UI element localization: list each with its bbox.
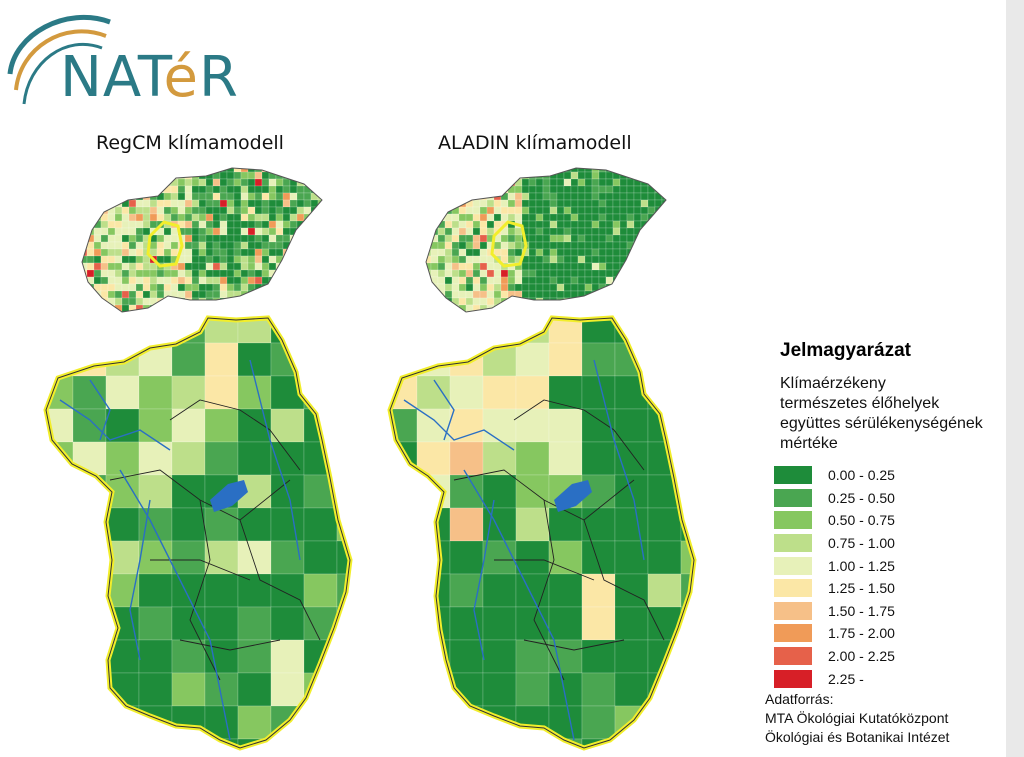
nater-logo: NATéR [6,4,266,108]
legend-swatch [774,534,812,553]
legend-row: 0.50 - 0.75 [774,509,1020,532]
legend-row: 0.00 - 0.25 [774,464,1020,487]
legend-label: 2.00 - 2.25 [828,648,895,665]
study-area-outline-right [490,220,528,268]
legend-swatch [774,579,812,598]
legend-subtitle: Klímaérzékeny természetes élőhelyek együ… [780,375,983,452]
legend-label: 0.75 - 1.00 [828,535,895,552]
legend-swatch [774,511,812,530]
logo-swoosh-icon [7,15,111,105]
legend-swatch [774,466,812,485]
legend-row: 2.00 - 2.25 [774,645,1020,668]
logo-wordmark: NATéR [60,45,239,110]
legend-swatch [774,647,812,666]
legend-label: 0.00 - 0.25 [828,467,895,484]
legend-label: 1.50 - 1.75 [828,602,895,619]
side-strip [1006,0,1024,757]
hungary-map-regcm [82,168,322,312]
hungary-map-aladin [426,168,666,312]
legend-row: 0.25 - 0.50 [774,487,1020,510]
right-map-title: ALADIN klímamodell [438,132,632,154]
legend-label: 0.50 - 0.75 [828,512,895,529]
maps-canvas [0,167,760,757]
legend-row: 1.50 - 1.75 [774,600,1020,623]
legend-swatch [774,624,812,643]
study-area-outline-left [146,220,184,268]
region-map-regcm [46,318,350,748]
legend-row: 1.00 - 1.25 [774,554,1020,577]
legend-label: 2.25 - [828,670,864,687]
legend-classes: 0.00 - 0.25 0.25 - 0.50 0.50 - 0.75 0.75 - … [774,464,1020,690]
legend: Jelmagyarázat Klímaérzékeny természetes … [770,340,1020,690]
legend-row: 0.75 - 1.00 [774,532,1020,555]
legend-swatch [774,488,812,507]
legend-row: 1.25 - 1.50 [774,577,1020,600]
left-map-title: RegCM klímamodell [96,132,284,154]
legend-row: 1.75 - 2.00 [774,622,1020,645]
legend-label: 1.25 - 1.50 [828,580,895,597]
data-source: Adatforrás: MTA Ökológiai Kutatóközpont … [765,691,950,745]
region-map-aladin [390,318,694,748]
legend-label: 1.75 - 2.00 [828,625,895,642]
legend-row: 2.25 - [774,667,1020,690]
legend-swatch [774,669,812,688]
legend-swatch [774,601,812,620]
legend-title: Jelmagyarázat [780,340,911,361]
legend-label: 0.25 - 0.50 [828,489,895,506]
legend-label: 1.00 - 1.25 [828,557,895,574]
legend-swatch [774,556,812,575]
